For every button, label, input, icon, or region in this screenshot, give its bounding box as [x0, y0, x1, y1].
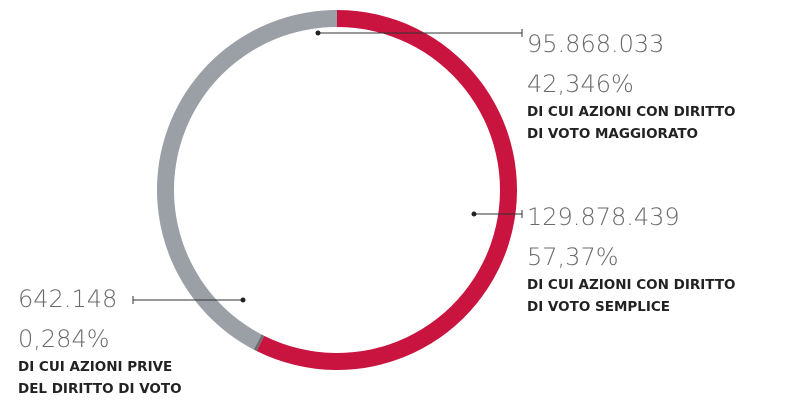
share-percent: 57,37% [527, 243, 619, 271]
donut-segment [253, 334, 265, 352]
category-label: DI CUI AZIONI CON DIRITTO [527, 104, 736, 120]
leader-dot [471, 211, 477, 217]
share-count: 129.878.439 [527, 203, 680, 231]
donut-segment [256, 10, 518, 371]
share-count: 642.148 [18, 285, 117, 313]
share-count: 95.868.033 [527, 30, 664, 58]
category-label: DI CUI AZIONI PRIVE [18, 359, 172, 375]
share-percent: 42,346% [527, 70, 634, 98]
category-label: DI VOTO MAGGIORATO [527, 126, 698, 142]
leader-dot [240, 297, 246, 303]
category-label: DI CUI AZIONI CON DIRITTO [527, 277, 736, 293]
share-percent: 0,284% [18, 325, 110, 353]
leader-dot [315, 30, 321, 36]
donut-segment [156, 10, 337, 350]
category-label: DEL DIRITTO DI VOTO [18, 381, 182, 397]
category-label: DI VOTO SEMPLICE [527, 299, 670, 315]
